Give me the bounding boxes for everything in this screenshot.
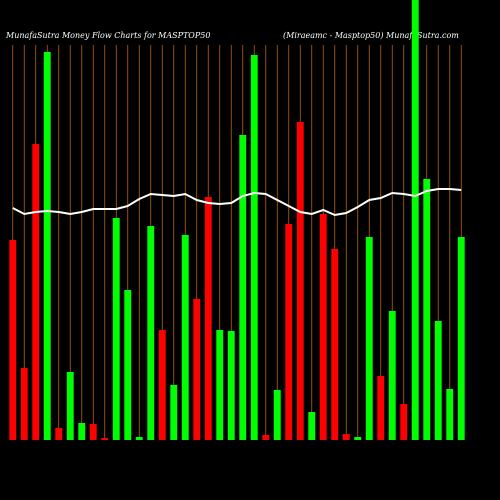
- bar: [170, 385, 178, 440]
- bar: [423, 179, 431, 440]
- bar: [377, 376, 385, 440]
- bar: [319, 214, 327, 440]
- bar: [204, 197, 212, 440]
- bar: [32, 144, 40, 440]
- bar: [135, 437, 143, 440]
- bar: [365, 237, 373, 440]
- bar: [55, 428, 63, 440]
- bar: [308, 412, 316, 440]
- bar: [193, 299, 201, 440]
- bar: [9, 240, 17, 440]
- bar: [78, 423, 86, 440]
- bar: [262, 435, 270, 440]
- bar: [434, 321, 442, 440]
- chart-subtitle: (Miraeamc - Masptop50) MunafaSutra.com: [283, 31, 459, 40]
- bar: [342, 434, 350, 440]
- bar: [181, 235, 189, 440]
- bar: [388, 311, 396, 440]
- bar: [273, 390, 281, 440]
- bar: [285, 224, 293, 440]
- bar: [411, 0, 419, 440]
- bar: [400, 404, 408, 440]
- bar: [66, 372, 74, 440]
- bar: [296, 122, 304, 440]
- bar: [124, 290, 132, 440]
- bar: [250, 55, 258, 440]
- bar: [216, 330, 224, 440]
- bar: [147, 226, 155, 440]
- bar: [89, 424, 97, 440]
- bar: [239, 135, 247, 440]
- bar: [112, 218, 120, 440]
- chart-title: MunafaSutra Money Flow Charts for MASPTO…: [5, 31, 210, 40]
- bar: [43, 52, 51, 440]
- bar: [331, 249, 339, 440]
- bar: [20, 368, 28, 440]
- bar: [101, 438, 109, 440]
- bar: [446, 389, 454, 440]
- bar: [354, 437, 362, 440]
- line-series: [12, 188, 462, 217]
- bar: [227, 331, 235, 440]
- bar: [158, 330, 166, 440]
- bar: [457, 237, 465, 440]
